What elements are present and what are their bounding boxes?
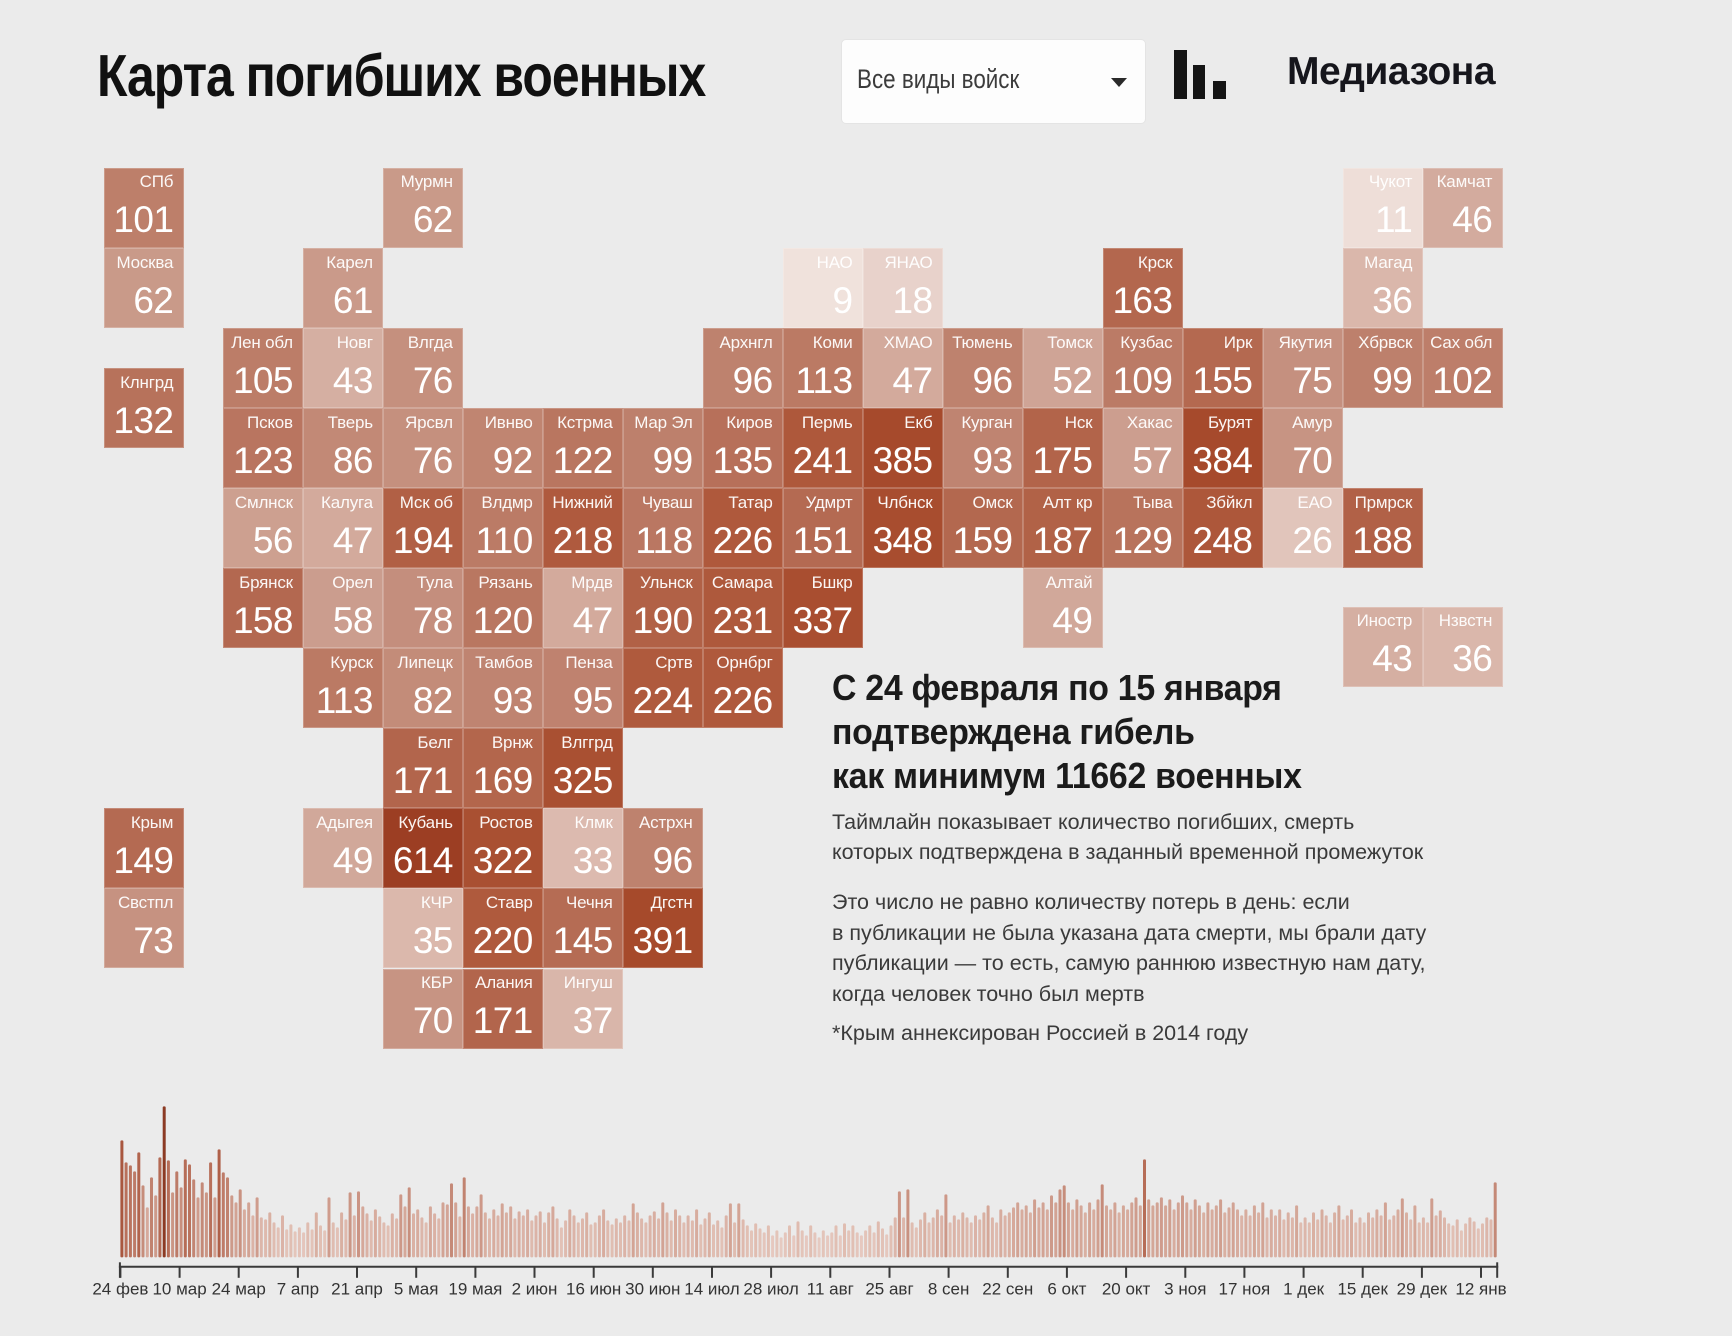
svg-text:28 июл: 28 июл — [743, 1280, 798, 1299]
svg-text:22 сен: 22 сен — [982, 1280, 1033, 1299]
svg-text:25 авг: 25 авг — [865, 1280, 913, 1299]
svg-text:24 мар: 24 мар — [212, 1280, 266, 1299]
svg-text:2 июн: 2 июн — [512, 1280, 558, 1299]
svg-text:3 ноя: 3 ноя — [1164, 1280, 1206, 1299]
svg-text:20 окт: 20 окт — [1102, 1280, 1151, 1299]
svg-text:1 дек: 1 дек — [1283, 1280, 1325, 1299]
svg-text:21 апр: 21 апр — [331, 1280, 383, 1299]
svg-text:24 фев: 24 фев — [92, 1280, 148, 1299]
svg-text:16 июн: 16 июн — [566, 1280, 621, 1299]
svg-text:5 мая: 5 мая — [394, 1280, 439, 1299]
svg-text:30 июн: 30 июн — [625, 1280, 680, 1299]
svg-text:17 ноя: 17 ноя — [1219, 1280, 1271, 1299]
svg-text:6 окт: 6 окт — [1047, 1280, 1086, 1299]
svg-text:14 июл: 14 июл — [684, 1280, 739, 1299]
svg-text:10 мар: 10 мар — [152, 1280, 206, 1299]
svg-text:8 сен: 8 сен — [928, 1280, 970, 1299]
svg-text:15 дек: 15 дек — [1337, 1280, 1388, 1299]
svg-text:29 дек: 29 дек — [1397, 1280, 1448, 1299]
svg-text:12 янв: 12 янв — [1455, 1280, 1506, 1299]
svg-text:7 апр: 7 апр — [277, 1280, 319, 1299]
svg-text:19 мая: 19 мая — [448, 1280, 502, 1299]
svg-text:11 авг: 11 авг — [807, 1280, 854, 1299]
